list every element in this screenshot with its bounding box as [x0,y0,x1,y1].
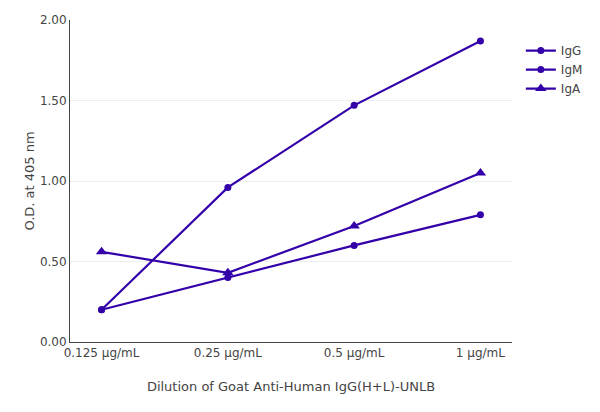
svg-text:IgA: IgA [561,82,581,96]
svg-text:IgM: IgM [561,63,583,77]
svg-text:1 μg/mL: 1 μg/mL [456,346,505,360]
svg-text:0.125 μg/mL: 0.125 μg/mL [64,346,140,360]
svg-text:Dilution of Goat Anti-Human Ig: Dilution of Goat Anti-Human IgG(H+L)-UNL… [147,379,435,394]
svg-text:O.D. at 405 nm: O.D. at 405 nm [22,131,37,230]
svg-text:2.00: 2.00 [40,13,67,27]
svg-text:0.5 μg/mL: 0.5 μg/mL [324,346,385,360]
svg-text:IgG: IgG [561,44,581,58]
svg-text:1.50: 1.50 [40,94,67,108]
svg-text:1.00: 1.00 [40,174,67,188]
svg-text:0.25 μg/mL: 0.25 μg/mL [194,346,263,360]
svg-text:0.50: 0.50 [40,255,67,269]
svg-text:0.00: 0.00 [40,335,67,349]
